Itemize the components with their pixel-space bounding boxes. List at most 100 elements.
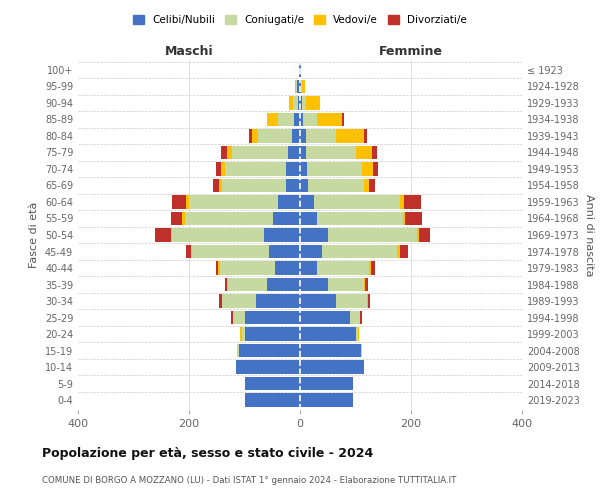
Bar [269,244,300,258]
Bar [400,244,408,258]
Bar [300,212,317,226]
Bar [172,228,264,242]
Bar [297,80,300,93]
Bar [249,129,252,142]
Bar [218,261,220,275]
Bar [300,360,364,374]
Bar [186,244,191,258]
Bar [274,212,300,226]
Bar [355,146,372,159]
Bar [182,212,185,226]
Bar [300,311,350,324]
Bar [314,195,400,209]
Bar [216,162,221,175]
Bar [300,344,361,358]
Bar [219,294,222,308]
Bar [286,178,300,192]
Bar [302,96,306,110]
Bar [370,261,371,275]
Bar [275,261,300,275]
Bar [171,228,172,242]
Bar [227,146,232,159]
Bar [301,80,302,93]
Bar [286,162,300,175]
Y-axis label: Fasce di età: Fasce di età [29,202,39,268]
Bar [155,228,171,242]
Bar [317,212,403,226]
Bar [308,178,364,192]
Bar [300,394,353,407]
Legend: Celibi/Nubili, Coniugati/e, Vedovi/e, Divorziati/e: Celibi/Nubili, Coniugati/e, Vedovi/e, Di… [129,11,471,30]
Bar [300,244,322,258]
Bar [300,228,328,242]
Bar [259,129,292,142]
Bar [406,212,422,226]
Text: Maschi: Maschi [164,44,214,58]
Bar [305,146,355,159]
Text: COMUNE DI BORGO A MOZZANO (LU) - Dati ISTAT 1° gennaio 2024 - Elaborazione TUTTI: COMUNE DI BORGO A MOZZANO (LU) - Dati IS… [42,476,457,485]
Bar [307,162,362,175]
Bar [300,129,305,142]
Bar [300,162,307,175]
Bar [300,261,317,275]
Bar [300,80,301,93]
Bar [256,294,300,308]
Bar [317,112,341,126]
Text: Popolazione per età, sesso e stato civile - 2024: Popolazione per età, sesso e stato civil… [42,448,373,460]
Bar [300,112,303,126]
Bar [288,146,300,159]
Y-axis label: Anni di nascita: Anni di nascita [584,194,593,276]
Bar [303,112,317,126]
Bar [224,278,227,291]
Bar [306,96,320,110]
Bar [400,195,404,209]
Text: Femmine: Femmine [379,44,443,58]
Bar [370,178,375,192]
Bar [364,178,370,192]
Bar [219,178,223,192]
Bar [278,112,295,126]
Bar [228,278,266,291]
Bar [419,228,430,242]
Bar [264,228,300,242]
Bar [404,195,421,209]
Bar [300,96,302,110]
Bar [239,344,300,358]
Bar [221,146,227,159]
Bar [191,244,192,258]
Bar [232,146,288,159]
Bar [252,129,259,142]
Bar [322,244,397,258]
Bar [237,344,239,358]
Bar [416,228,419,242]
Bar [361,311,362,324]
Bar [373,162,378,175]
Bar [372,146,377,159]
Bar [192,244,269,258]
Bar [364,278,365,291]
Bar [300,178,308,192]
Bar [361,344,362,358]
Bar [185,212,274,226]
Bar [222,294,256,308]
Bar [266,112,278,126]
Bar [242,328,245,341]
Bar [362,162,373,175]
Bar [171,212,182,226]
Bar [289,96,293,110]
Bar [245,311,300,324]
Bar [403,212,406,226]
Bar [214,178,219,192]
Bar [328,228,416,242]
Bar [300,146,305,159]
Bar [300,195,314,209]
Bar [328,278,364,291]
Bar [350,311,360,324]
Bar [367,294,368,308]
Bar [240,328,242,341]
Bar [293,96,298,110]
Bar [300,294,336,308]
Bar [365,278,368,291]
Bar [221,162,225,175]
Bar [172,195,186,209]
